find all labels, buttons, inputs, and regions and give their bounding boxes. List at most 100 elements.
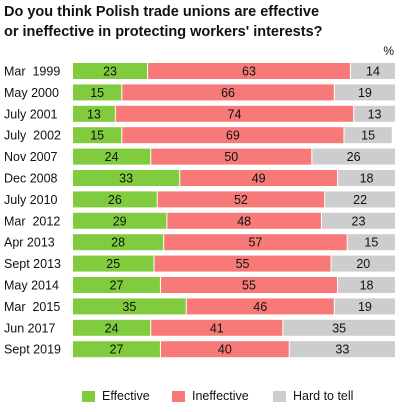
data-label-ineffective: 50 — [224, 150, 238, 164]
legend-item-effective: Effective — [82, 389, 150, 403]
bar-segment-effective — [73, 255, 154, 272]
bar-segment-ineffective — [154, 255, 331, 272]
bar-segment-effective — [73, 212, 167, 229]
bar-segment-ineffective — [148, 63, 350, 79]
bar-segment-effective — [73, 84, 122, 101]
data-label-hard-to-tell: 15 — [361, 129, 375, 143]
data-label-effective: 29 — [113, 214, 127, 228]
category-label: Sept 2019 — [4, 343, 61, 357]
data-label-effective: 15 — [90, 86, 104, 100]
data-label-hard-to-tell: 23 — [352, 214, 366, 228]
bar-row-dec-2008: Dec 2008 33 49 18 — [4, 170, 395, 186]
data-label-hard-to-tell: 35 — [332, 321, 346, 335]
data-label-effective: 24 — [105, 150, 119, 164]
bar-segment-ineffective — [180, 170, 338, 186]
bar-segment-hard-to-tell — [283, 319, 395, 336]
data-label-ineffective: 55 — [236, 257, 250, 271]
bar-segment-effective — [73, 170, 180, 186]
data-label-ineffective: 74 — [228, 107, 242, 121]
legend-label-hard-to-tell: Hard to tell — [293, 389, 354, 403]
data-label-hard-to-tell: 22 — [353, 193, 367, 207]
category-label: Sept 2013 — [4, 257, 61, 271]
bar-segment-ineffective — [157, 191, 325, 208]
category-label: July 2010 — [4, 193, 58, 207]
bar-segment-effective — [73, 148, 151, 165]
bar-row-july-2001: July 2001 13 74 13 — [4, 105, 395, 122]
bar-segment-hard-to-tell — [325, 191, 395, 208]
data-label-effective: 23 — [103, 65, 117, 79]
bar-row-sept-2019: Sept 2019 27 40 33 — [4, 341, 395, 358]
bar-segment-hard-to-tell — [321, 212, 395, 229]
legend-item-hard-to-tell: Hard to tell — [273, 389, 353, 403]
bar-segment-effective — [73, 319, 151, 336]
bar-segment-ineffective — [122, 84, 334, 101]
data-label-effective: 35 — [122, 300, 136, 314]
data-label-effective: 27 — [110, 343, 124, 357]
data-label-ineffective: 49 — [252, 172, 266, 186]
data-label-hard-to-tell: 15 — [364, 236, 378, 250]
data-label-ineffective: 57 — [248, 236, 262, 250]
category-label: Apr 2013 — [4, 236, 55, 250]
bar-row-may-2014: May 2014 27 55 18 — [4, 277, 395, 293]
data-label-hard-to-tell: 26 — [347, 150, 361, 164]
data-label-effective: 28 — [111, 236, 125, 250]
bar-row-sept-2013: Sept 2013 25 55 20 — [4, 255, 395, 272]
bar-segment-hard-to-tell — [338, 170, 395, 186]
data-label-ineffective: 69 — [226, 129, 240, 143]
bar-segment-effective — [73, 298, 186, 315]
category-label: Jun 2017 — [4, 321, 55, 335]
legend-swatch-ineffective — [172, 390, 185, 402]
data-label-ineffective: 63 — [242, 65, 256, 79]
data-label-ineffective: 52 — [234, 193, 248, 207]
bar-row-jun-2017: Jun 2017 24 41 35 — [4, 319, 395, 336]
bar-row-mar-2012: Mar 2012 29 48 23 — [4, 212, 395, 229]
bar-row-apr-2013: Apr 2013 28 57 15 — [4, 234, 395, 251]
data-label-effective: 13 — [87, 107, 101, 121]
bar-segment-hard-to-tell — [344, 127, 392, 144]
data-label-ineffective: 55 — [242, 279, 256, 293]
bar-row-july-2002: July 2002 15 69 15 — [4, 127, 392, 144]
legend-item-ineffective: Ineffective — [172, 389, 249, 403]
data-label-hard-to-tell: 14 — [366, 65, 380, 79]
bar-segment-ineffective — [122, 127, 344, 144]
data-label-effective: 27 — [110, 279, 124, 293]
bar-segment-effective — [73, 277, 160, 293]
data-label-hard-to-tell: 18 — [360, 172, 374, 186]
category-label: Nov 2007 — [4, 150, 58, 164]
data-label-hard-to-tell: 18 — [360, 279, 374, 293]
data-label-effective: 26 — [108, 193, 122, 207]
data-label-ineffective: 46 — [253, 300, 267, 314]
bar-segment-hard-to-tell — [338, 277, 395, 293]
bar-segment-hard-to-tell — [331, 255, 395, 272]
category-label: May 2000 — [4, 86, 59, 100]
data-label-ineffective: 41 — [210, 321, 224, 335]
data-label-hard-to-tell: 19 — [358, 300, 372, 314]
category-label: Mar 2012 — [4, 214, 60, 228]
data-label-ineffective: 66 — [221, 86, 235, 100]
data-label-effective: 25 — [106, 257, 120, 271]
legend-label-ineffective: Ineffective — [192, 389, 249, 403]
chart-title-line-1: Do you think Polish trade unions are eff… — [4, 4, 320, 20]
chart-title-line-2: or ineffective in protecting workers' in… — [4, 24, 323, 40]
category-label: Dec 2008 — [4, 172, 58, 186]
bar-segment-ineffective — [160, 277, 338, 293]
bar-segment-ineffective — [167, 212, 321, 229]
bar-segment-effective — [73, 105, 115, 122]
data-label-ineffective: 48 — [237, 214, 251, 228]
data-label-hard-to-tell: 20 — [356, 257, 370, 271]
bar-segment-hard-to-tell — [312, 148, 395, 165]
category-label: July 2002 — [4, 129, 61, 143]
bar-segment-ineffective — [164, 234, 347, 251]
data-label-hard-to-tell: 33 — [335, 343, 349, 357]
category-label: Mar 2015 — [4, 300, 60, 314]
bar-segment-hard-to-tell — [289, 341, 395, 358]
bar-row-nov-2007: Nov 2007 24 50 26 — [4, 148, 395, 165]
legend-label-effective: Effective — [102, 389, 150, 403]
data-label-effective: 15 — [90, 129, 104, 143]
bar-segment-hard-to-tell — [354, 105, 395, 122]
bar-segment-ineffective — [151, 319, 283, 336]
bar-segment-effective — [73, 341, 160, 358]
bar-segment-effective — [73, 127, 122, 144]
bar-segment-ineffective — [151, 148, 312, 165]
